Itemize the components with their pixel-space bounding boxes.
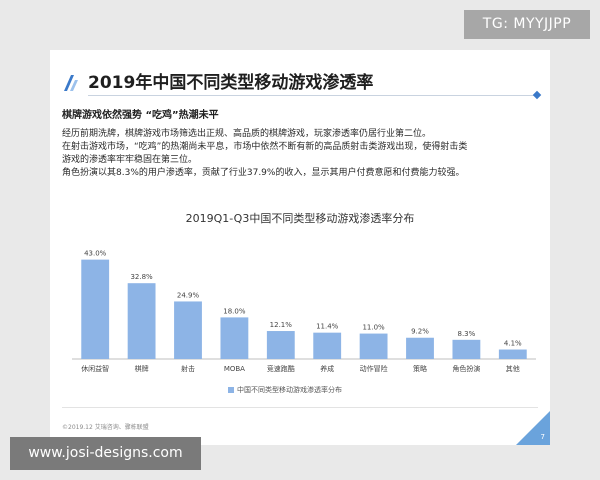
footer-divider [62, 407, 538, 408]
category-tick-label: 角色扮演 [452, 364, 480, 373]
category-tick-label: 休闲益智 [81, 364, 109, 373]
report-slide: 2019年中国不同类型移动游戏渗透率 棋牌游戏依然强势 “吃鸡”热潮未平 经历前… [50, 50, 550, 445]
section-headline: 棋牌游戏依然强势 “吃鸡”热潮未平 [62, 110, 219, 121]
logo-icon [64, 75, 78, 91]
legend-swatch [228, 387, 234, 393]
bar [498, 349, 527, 359]
category-tick-label: 其他 [506, 364, 520, 373]
category-tick-label: 策略 [413, 364, 427, 373]
bar [81, 259, 110, 359]
data-label: 24.9% [177, 291, 200, 299]
paragraph-line: 经历前期洗牌，棋牌游戏市场筛选出正规、高品质的棋牌游戏，玩家渗透率仍居行业第二位… [62, 129, 432, 139]
data-label: 18.0% [223, 307, 246, 315]
data-label: 11.0% [362, 324, 385, 332]
bar [406, 337, 434, 359]
site-watermark: www.josi-designs.com [10, 437, 201, 470]
corner-decoration [516, 411, 550, 445]
chart-legend: 中国不同类型移动游戏渗透率分布 [228, 385, 342, 395]
data-label: 43.0% [84, 250, 107, 258]
category-tick-label: 动作冒险 [360, 364, 388, 373]
slide-title: 2019年中国不同类型移动游戏渗透率 [88, 73, 374, 93]
category-tick-label: MOBA [224, 365, 245, 373]
bar [359, 333, 388, 359]
paragraph-line: 游戏的渗透率牢牢稳固在第三位。 [62, 155, 198, 165]
bar [174, 301, 202, 359]
bar-chart: 43.0% 休闲益智 32.8% 棋牌 24.9% 射击 18.0% MOBA 12.1% 竞速跑… [72, 250, 536, 373]
paragraph-line: 角色扮演以其8.3%的用户渗透率，贡献了行业37.9%的收入，显示其用户付费意愿… [62, 168, 465, 178]
category-tick-label: 养成 [320, 364, 334, 373]
bar [313, 332, 342, 359]
bar [127, 283, 156, 359]
bar [452, 339, 481, 359]
footer-source: ©2019.12 艾瑞咨询、骤栋联盟 [62, 424, 149, 431]
paragraph-line: 在射击游戏市场，“吃鸡”的热潮尚未平息，市场中依然不断有新的高品质射击类游戏出现… [62, 142, 468, 152]
category-tick-label: 棋牌 [135, 364, 149, 373]
data-label: 11.4% [316, 323, 339, 331]
data-label: 8.3% [458, 330, 476, 338]
chart-title: 2019Q1-Q3中国不同类型移动游戏渗透率分布 [185, 212, 415, 225]
bar [266, 331, 295, 359]
legend-label: 中国不同类型移动游戏渗透率分布 [237, 386, 342, 394]
category-tick-label: 竞速跑酷 [267, 364, 295, 373]
category-tick-label: 射击 [181, 364, 195, 373]
data-label: 9.2% [411, 328, 429, 336]
data-label: 12.1% [270, 321, 293, 329]
data-label: 4.1% [504, 340, 522, 348]
bar [220, 317, 249, 359]
tg-watermark: TG: MYYJJPP [464, 10, 590, 39]
page-number: 7 [540, 433, 545, 441]
title-divider [88, 95, 536, 96]
data-label: 32.8% [130, 273, 153, 281]
